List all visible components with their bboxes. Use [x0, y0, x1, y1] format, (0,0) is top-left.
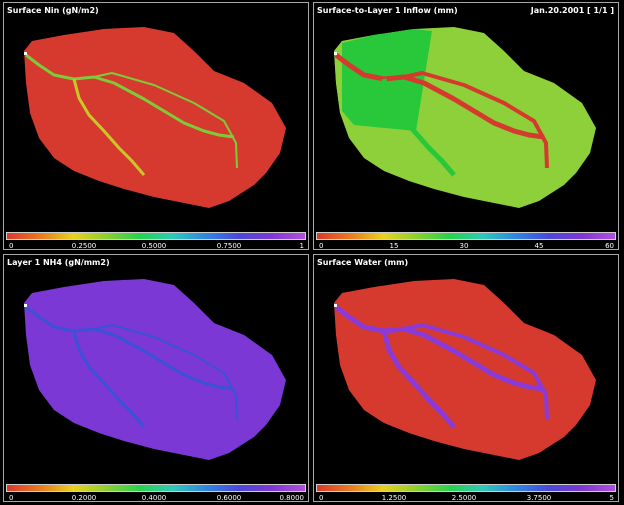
stream-channel	[72, 78, 146, 176]
tick-label: 0.5000	[141, 242, 167, 250]
colorbar	[316, 232, 616, 240]
stream-channel	[403, 323, 549, 421]
colorbar-ticks: 0 1.2500 2.5000 3.7500 5	[314, 494, 618, 502]
watershed-map	[24, 279, 286, 460]
watershed-map	[334, 279, 596, 460]
tick-label: 0	[9, 494, 14, 502]
stream-channel	[25, 305, 235, 391]
tick-label: 30	[459, 242, 469, 250]
panel-title: Surface Nin (gN/m2)	[7, 6, 99, 15]
panel-layer1-nh4: Layer 1 NH4 (gN/mm2) 0 0.2000 0.4000 0.6…	[3, 254, 309, 502]
tick-label: 0.2000	[71, 494, 97, 502]
stream-channel	[403, 71, 549, 169]
stream-channel	[334, 305, 545, 392]
colorbar-ticks: 0 0.2000 0.4000 0.6000 0.8000	[4, 494, 308, 502]
tick-label: 2.5000	[451, 494, 477, 502]
tick-label: 0	[9, 242, 14, 250]
panel-surface-inflow: Surface-to-Layer 1 Inflow (mm) Jan.20.20…	[313, 2, 619, 250]
colorbar	[6, 484, 306, 492]
watershed-outline	[334, 279, 596, 460]
tick-label: 3.7500	[526, 494, 552, 502]
watershed-outline	[24, 27, 286, 208]
outlet-marker	[24, 304, 27, 307]
tick-label: 60	[605, 242, 614, 250]
tick-label: 0.2500	[71, 242, 97, 250]
stream-channel	[93, 324, 238, 421]
panel-title: Surface-to-Layer 1 Inflow (mm)	[317, 6, 458, 15]
stream-channel	[72, 330, 146, 428]
tick-label: 15	[389, 242, 399, 250]
tick-label: 0.6000	[216, 494, 242, 502]
tick-label: 0.7500	[216, 242, 242, 250]
stream-channel	[381, 78, 456, 177]
tick-label: 0.8000	[279, 494, 305, 502]
stream-channel	[25, 53, 235, 139]
stream-channel	[93, 72, 238, 169]
outlet-marker	[24, 52, 27, 55]
stream-channel	[381, 330, 456, 429]
outlet-marker	[334, 52, 337, 55]
colorbar-ticks: 0 0.2500 0.5000 0.7500 1	[4, 242, 308, 250]
panel-surface-nin: Surface Nin (gN/m2) 0 0.2500 0.5000 0.75…	[3, 2, 309, 250]
panel-title: Surface Water (mm)	[317, 258, 409, 267]
tick-label: 0	[319, 242, 324, 250]
watershed-map	[334, 27, 596, 208]
tick-label: 5	[609, 494, 614, 502]
colorbar	[6, 232, 306, 240]
watershed-outline	[24, 279, 286, 460]
watershed-map	[24, 27, 286, 208]
colorbar	[316, 484, 616, 492]
tick-label: 1	[299, 242, 304, 250]
tick-label: 1.2500	[381, 494, 407, 502]
stream-channel	[334, 53, 545, 140]
colorbar-ticks: 0 15 30 45 60	[314, 242, 618, 250]
panel-title: Layer 1 NH4 (gN/mm2)	[7, 258, 110, 267]
outlet-marker	[334, 304, 337, 307]
panel-surface-water: Surface Water (mm) 0 1.2500 2.5000 3.750…	[313, 254, 619, 502]
date-label: Jan.20.2001 [ 1/1 ]	[530, 6, 614, 15]
tick-label: 45	[534, 242, 544, 250]
tick-label: 0.4000	[141, 494, 167, 502]
tick-label: 0	[319, 494, 324, 502]
